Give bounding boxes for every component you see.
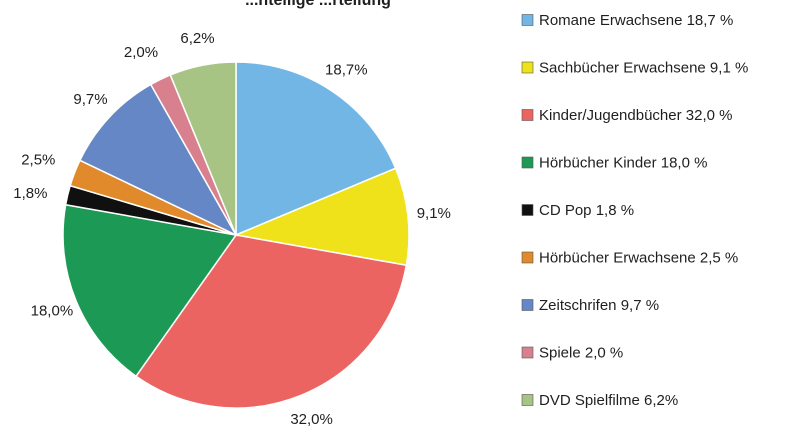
pie-value-labels: 18,7% 9,1% 32,0% 18,0% 1,8% 2,5% 9,7% 2,0% 6,2%	[13, 30, 451, 428]
pie-slice	[169, 61, 237, 236]
slice-value-label: 9,1%	[417, 205, 451, 222]
slice-value-label: 32,0%	[290, 411, 333, 428]
pie-slices	[62, 61, 410, 409]
slice-value-label: 9,7%	[73, 91, 107, 108]
legend-swatch	[521, 156, 534, 169]
legend-label: Kinder/Jugendbücher 32,0 %	[539, 107, 732, 124]
legend-label: DVD Spielfilme 6,2%	[539, 392, 678, 409]
legend-swatch	[521, 204, 534, 216]
pie-slice	[62, 203, 238, 378]
legend-label: Zeitschrifen 9,7 %	[539, 297, 659, 314]
pie-slice	[233, 167, 410, 267]
legend-label: Hörbücher Kinder 18,0 %	[539, 155, 707, 172]
slice-value-label: 18,0%	[31, 303, 74, 320]
legend-label: Sachbücher Erwachsene 9,1 %	[539, 60, 748, 77]
pie-slice	[235, 61, 397, 237]
slice-value-label: 1,8%	[13, 185, 47, 202]
legend-label: CD Pop 1,8 %	[539, 202, 634, 219]
slice-value-label: 18,7%	[325, 61, 368, 78]
legend-label: Romane Erwachsene 18,7 %	[539, 12, 733, 29]
pie-slice	[78, 83, 238, 237]
legend-label: Hörbücher Erwachsene 2,5 %	[539, 250, 738, 267]
legend-label: Spiele 2,0 %	[539, 345, 623, 362]
legend-swatch	[521, 14, 534, 26]
legend-swatch	[521, 61, 534, 74]
slice-value-label: 6,2%	[180, 30, 214, 47]
slice-value-label: 2,5%	[21, 152, 55, 169]
slice-value-label: 2,0%	[124, 44, 158, 61]
chart-legend: Romane Erwachsene 18,7 % Sachbücher Erwac…	[521, 12, 748, 409]
chart-title-fragment: ...nteilige ...rteilung	[245, 0, 391, 9]
legend-swatch	[521, 346, 534, 359]
legend-swatch	[521, 251, 534, 264]
legend-swatch	[521, 394, 534, 406]
legend-swatch	[521, 109, 534, 121]
legend-swatch	[521, 299, 534, 311]
pie-slice	[135, 234, 408, 409]
